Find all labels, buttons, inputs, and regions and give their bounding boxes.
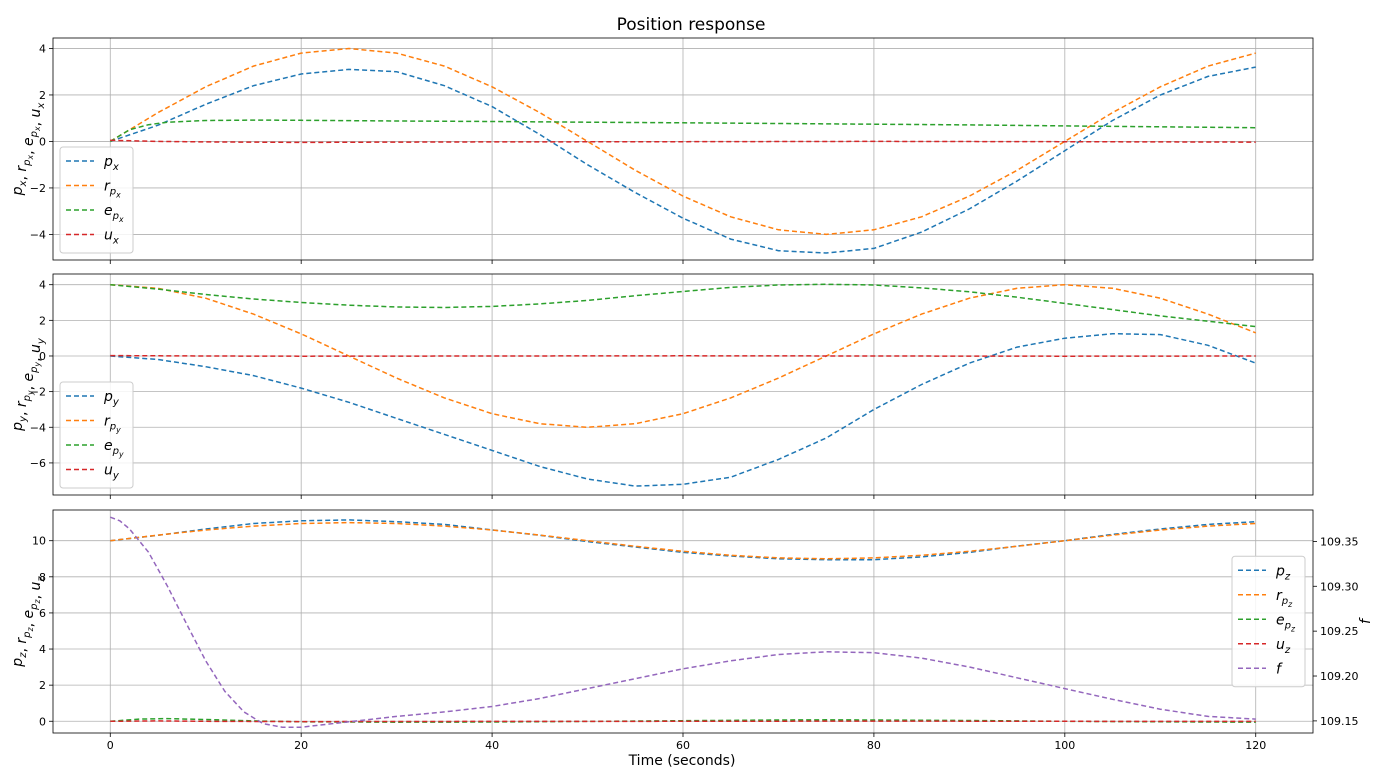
y-tick-label: −6 — [30, 457, 46, 470]
y-tick-label: −2 — [30, 386, 46, 399]
legend-label: ux — [104, 228, 120, 247]
y-tick-label: 0 — [39, 135, 46, 148]
y2-tick-label: 109.15 — [1320, 715, 1359, 728]
series-line-r-p-y — [110, 283, 1256, 429]
y2-tick-label: 109.20 — [1320, 670, 1359, 683]
x-tick-label: 0 — [107, 739, 114, 752]
legend-label: epx — [104, 203, 124, 224]
series-line-e-p-x — [109, 119, 1256, 143]
y2-axis-label: f — [1358, 617, 1374, 624]
y-axis-label: pz, rpz, epz, uz — [10, 576, 47, 668]
y-tick-label: −4 — [30, 228, 46, 241]
y-tick-label: 2 — [39, 89, 46, 102]
y-tick-label: 4 — [39, 279, 46, 292]
legend-label: uy — [104, 463, 120, 482]
x-axis-label: Time (seconds) — [628, 753, 736, 769]
legend-label: epz — [1276, 612, 1296, 633]
x-tick-label: 120 — [1245, 739, 1266, 752]
panel-y-position: −6 −4 −2 0 2 4 py, rpy, epy, uy py rpy epy uy — [10, 273, 1314, 499]
legend-label: f — [1276, 661, 1283, 677]
legend-box — [59, 146, 134, 254]
series-line-p-x — [110, 66, 1256, 254]
y-tick-label: −4 — [30, 421, 46, 434]
chart-title: Position response — [617, 15, 766, 35]
legend-box — [59, 381, 134, 489]
panel-x-position: −4 −2 0 2 4 px, rpx, epx, ux px rpx epx ux — [10, 37, 1314, 264]
legend-label: rpx — [104, 179, 121, 200]
series-line-r-p-x — [109, 47, 1256, 236]
y-tick-label: 8 — [39, 571, 46, 584]
legend-label: rpz — [1276, 588, 1293, 609]
legend-label: py — [103, 389, 120, 408]
series-line-u-z — [110, 720, 1256, 723]
series-line-p-y — [110, 332, 1256, 487]
series-line-f — [110, 516, 1256, 728]
y-tick-label: −2 — [30, 182, 46, 195]
y-tick-label: 0 — [39, 715, 46, 728]
y-tick-label: 4 — [39, 643, 46, 656]
legend-label: px — [103, 154, 120, 173]
y-axis-label: py, rpy, epy, uy — [10, 337, 47, 432]
y-tick-label: 10 — [32, 535, 46, 548]
legend-label: epy — [104, 438, 124, 459]
panel-z-position: 0 20 40 60 80 100 120 0 2 4 6 8 10 109.15 109.20 109.25… — [10, 509, 1374, 752]
series-line-u-y — [110, 354, 1256, 357]
x-tick-label: 100 — [1054, 739, 1075, 752]
y-axis-label: px, rpx, epx, ux — [10, 102, 47, 197]
y-tick-label: 4 — [39, 42, 46, 55]
y-tick-label: 6 — [39, 607, 46, 620]
y2-tick-label: 109.25 — [1320, 625, 1359, 638]
x-tick-label: 80 — [867, 739, 881, 752]
y2-tick-label: 109.30 — [1320, 580, 1359, 593]
x-tick-label: 60 — [676, 739, 690, 752]
series-line-u-x — [110, 139, 1256, 144]
legend-box — [1231, 555, 1306, 688]
y-tick-label: 2 — [39, 679, 46, 692]
y-tick-label: 2 — [39, 314, 46, 327]
legend-label: uz — [1276, 637, 1291, 656]
legend-label: rpy — [104, 414, 121, 435]
y-tick-label: 0 — [39, 350, 46, 363]
series-line-p-z — [110, 519, 1256, 561]
x-tick-label: 20 — [294, 739, 308, 752]
y2-tick-label: 109.35 — [1320, 535, 1359, 548]
legend-label: pz — [1275, 563, 1291, 582]
x-tick-label: 40 — [485, 739, 499, 752]
